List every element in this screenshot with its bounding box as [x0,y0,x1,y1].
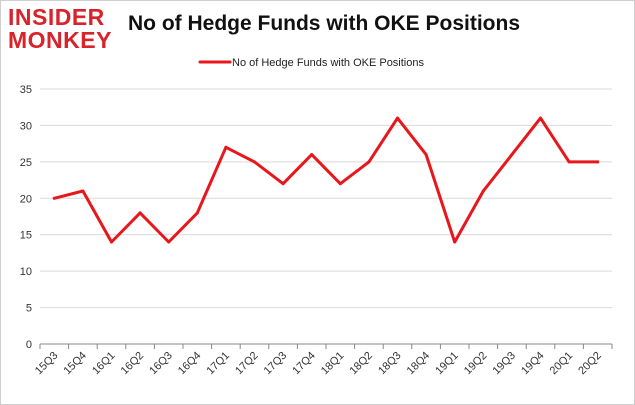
x-tick-label: 18Q1 [319,350,347,378]
x-tick-label: 19Q4 [519,350,547,378]
data-point [138,211,142,215]
logo-line-1: INSIDER [8,4,105,30]
x-tick-label: 16Q4 [176,350,204,378]
data-point [396,116,399,120]
logo-line-2: MONKEY [8,27,112,53]
x-tick-label: 15Q4 [61,350,89,378]
data-point [253,160,256,164]
data-point [338,182,342,186]
chart-title: No of Hedge Funds with OKE Positions [128,12,520,35]
y-tick-label: 5 [26,303,32,315]
x-tick-label: 20Q2 [576,350,604,378]
data-point [539,116,542,120]
data-point [167,240,171,244]
x-tick-label: 19Q1 [433,350,461,378]
data-point [195,211,199,215]
y-tick-label: 35 [20,84,32,96]
series-line [52,116,600,244]
x-tick-label: 17Q1 [204,350,232,378]
data-point [52,196,56,200]
data-point [281,182,285,186]
x-tick-label: 16Q2 [119,350,147,378]
x-tick-label: 18Q3 [376,350,404,378]
data-point [567,160,571,164]
data-point [453,240,457,244]
y-tick-label: 15 [20,230,32,242]
legend-label: No of Hedge Funds with OKE Positions [232,57,424,69]
x-tick-label: 17Q3 [262,350,290,378]
x-tick-label: 17Q2 [233,350,261,378]
data-point [224,145,228,149]
x-tick-label: 18Q2 [347,350,375,378]
y-tick-label: 0 [26,339,32,351]
x-tick-label: 19Q2 [462,350,490,378]
x-tick-label: 17Q4 [290,350,318,378]
data-point [510,153,514,157]
insider-monkey-logo: INSIDER MONKEY [8,6,120,52]
x-tick-label: 20Q1 [548,350,576,378]
data-point [81,189,85,193]
x-tick-label: 18Q4 [405,350,433,378]
y-tick-label: 25 [20,157,32,169]
x-tick-label: 19Q3 [490,350,518,378]
x-tick-label: 16Q3 [147,350,175,378]
data-point [596,160,600,164]
y-tick-label: 10 [20,266,32,278]
data-point [110,240,113,244]
data-point [367,160,371,164]
data-point [481,189,485,193]
x-tick-label: 16Q1 [90,350,118,378]
data-point [310,153,314,157]
y-tick-label: 20 [20,193,32,205]
y-tick-label: 30 [20,120,32,132]
data-point [424,153,428,157]
x-tick-label: 15Q3 [33,350,61,378]
